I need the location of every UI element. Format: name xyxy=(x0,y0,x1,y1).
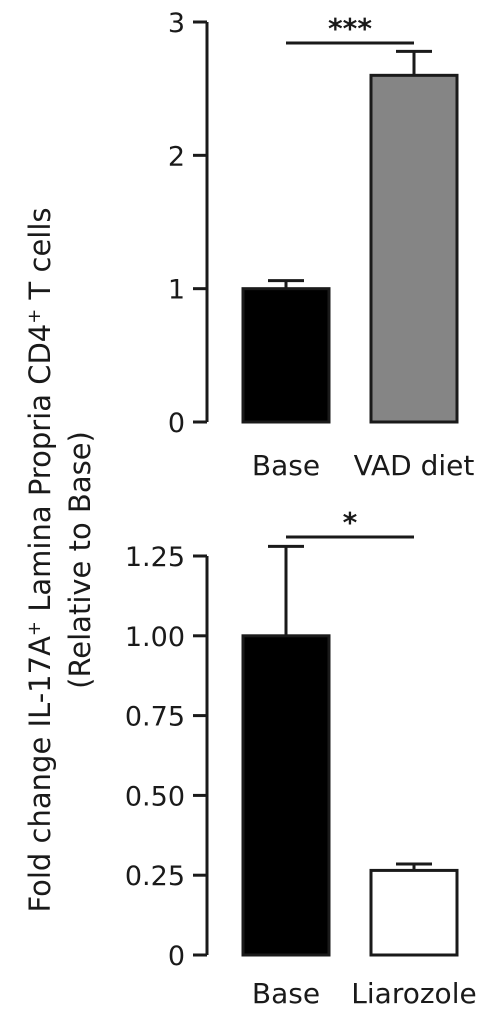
category-label: Liarozole xyxy=(351,977,476,1010)
y-tick-label: 0.50 xyxy=(125,781,185,812)
y-tick-label: 0 xyxy=(168,408,185,439)
y-tick-label: 1 xyxy=(168,275,185,306)
bar-1 xyxy=(241,634,331,957)
bar-1 xyxy=(241,287,331,424)
significance-label: * xyxy=(343,506,358,539)
significance-label: *** xyxy=(328,12,372,45)
y-axis-label-line2: (Relative to Base) xyxy=(63,431,97,689)
category-label: Base xyxy=(252,977,320,1010)
y-tick-label: 1.00 xyxy=(125,622,185,653)
category-label: Base xyxy=(252,449,320,482)
bar-2 xyxy=(369,868,459,957)
shared-y-axis-label: Fold change IL-17A+ Lamina Propria CD4+ … xyxy=(23,207,97,912)
y-tick-label: 3 xyxy=(168,8,185,39)
bar-2 xyxy=(369,73,459,424)
y-tick-label: 0.25 xyxy=(125,861,185,892)
chart-panel-top: 0 1 2 3 Base VAD diet *** xyxy=(168,8,475,482)
category-label: VAD diet xyxy=(354,449,475,482)
y-tick-label: 0 xyxy=(168,941,185,972)
y-tick-label: 2 xyxy=(168,141,185,172)
y-tick-label: 1.25 xyxy=(125,542,185,573)
y-tick-label: 0.75 xyxy=(125,702,185,733)
y-axis-label-line1: Fold change IL-17A+ Lamina Propria CD4+ … xyxy=(23,207,57,912)
chart-panel-bottom: 0 0.25 0.50 0.75 1.00 1.25 Base Liarozole * xyxy=(125,506,477,1010)
